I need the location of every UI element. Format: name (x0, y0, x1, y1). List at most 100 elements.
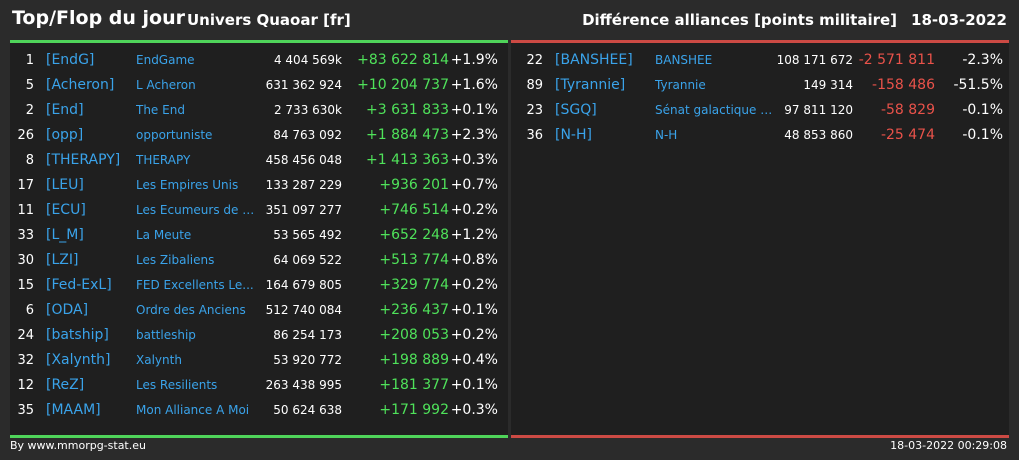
alliance-name-link[interactable]: La Meute (136, 228, 192, 242)
alliance-tag-link[interactable]: [N-H] (555, 127, 592, 143)
header-bar: Top/Flop du jour Univers Quaoar [fr] Dif… (0, 0, 1019, 40)
alliance-points-diff: -158 486 (872, 77, 935, 93)
alliance-tag-link[interactable]: [MAAM] (46, 402, 101, 418)
alliance-points-diff: -58 829 (880, 102, 935, 118)
flop-alliance-row: 22 [BANSHEE] BANSHEE 108 171 672 -2 571 811 -… (511, 48, 1009, 73)
alliance-points: 149 314 (803, 78, 853, 92)
alliance-points-diff: +746 514 (379, 202, 449, 218)
alliance-rank: 12 (17, 378, 34, 393)
alliance-points-diff: +652 248 (379, 227, 449, 243)
alliance-tag-link[interactable]: [LEU] (46, 177, 84, 193)
alliance-points-diff: +208 053 (379, 327, 449, 343)
top-alliance-row: 11 [ECU] Les Ecumeurs de G... 351 097 277 +7… (10, 198, 508, 223)
alliance-name-link[interactable]: Ordre des Anciens (136, 303, 246, 317)
alliance-rank: 11 (17, 203, 34, 218)
alliance-rank: 89 (526, 78, 543, 93)
alliance-points-diff: +171 992 (379, 402, 449, 418)
alliance-points: 53 920 772 (273, 353, 342, 367)
alliance-name-link[interactable]: EndGame (136, 53, 195, 67)
alliance-tag-link[interactable]: [Tyrannie] (555, 77, 626, 93)
alliance-tag-link[interactable]: [opp] (46, 127, 84, 143)
alliance-tag-link[interactable]: [batship] (46, 327, 109, 343)
alliance-name-link[interactable]: L Acheron (136, 78, 196, 92)
alliance-points: 84 763 092 (273, 128, 342, 142)
alliance-tag-link[interactable]: [ODA] (46, 302, 89, 318)
metric-label: Différence alliances [points militaire] (582, 11, 898, 29)
alliance-tag-link[interactable]: [BANSHEE] (555, 52, 633, 68)
top-alliance-row: 6 [ODA] Ordre des Anciens 512 740 084 +236 4… (10, 298, 508, 323)
source-credit: By www.mmorpg-stat.eu (10, 439, 146, 452)
alliance-percent-change: +0.2% (450, 327, 498, 343)
alliance-tag-link[interactable]: [THERAPY] (46, 152, 121, 168)
alliance-points: 512 740 084 (265, 303, 342, 317)
alliance-points: 53 565 492 (273, 228, 342, 242)
alliance-percent-change: +0.1% (450, 377, 498, 393)
alliance-rank: 17 (17, 178, 34, 193)
alliance-points: 64 069 522 (273, 253, 342, 267)
alliance-rank: 36 (526, 128, 543, 143)
alliance-percent-change: +0.7% (450, 177, 498, 193)
alliance-name-link[interactable]: Les Ecumeurs de G... (136, 203, 262, 217)
alliance-percent-change: +0.4% (450, 352, 498, 368)
alliance-rank: 6 (25, 303, 34, 318)
alliance-points-diff: +198 889 (379, 352, 449, 368)
alliance-percent-change: +0.8% (450, 252, 498, 268)
header-right: Différence alliances [points militaire] 1… (582, 11, 1007, 29)
top-losers-panel: 22 [BANSHEE] BANSHEE 108 171 672 -2 571 811 -… (511, 40, 1009, 438)
alliance-tag-link[interactable]: [EndG] (46, 52, 95, 68)
alliance-points: 50 624 638 (273, 403, 342, 417)
top-alliance-row: 17 [LEU] Les Empires Unis 133 287 229 +936 2… (10, 173, 508, 198)
top-alliance-row: 8 [THERAPY] THERAPY 458 456 048 +1 413 363 +0… (10, 148, 508, 173)
top-alliance-row: 35 [MAAM] Mon Alliance A Moi 50 624 638 +171… (10, 398, 508, 423)
alliance-rank: 2 (25, 103, 34, 118)
alliance-percent-change: -0.1% (962, 127, 1003, 143)
alliance-points-diff: +1 413 363 (366, 152, 449, 168)
alliance-name-link[interactable]: Les Zibaliens (136, 253, 215, 267)
page-title: Top/Flop du jour (12, 7, 185, 29)
top-alliance-row: 33 [L_M] La Meute 53 565 492 +652 248 +1.2% (10, 223, 508, 248)
top-gainers-panel: 1 [EndG] EndGame 4 404 569k +83 622 814 +1.9%… (10, 40, 508, 438)
alliance-rank: 8 (25, 153, 34, 168)
alliance-points: 2 733 630k (273, 103, 342, 117)
top-alliance-row: 15 [Fed-ExL] FED Excellents Le... 164 679 8… (10, 273, 508, 298)
alliance-name-link[interactable]: Mon Alliance A Moi (136, 403, 250, 417)
alliance-name-link[interactable]: THERAPY (136, 153, 191, 167)
alliance-name-link[interactable]: opportuniste (136, 128, 213, 142)
alliance-points: 133 287 229 (265, 178, 342, 192)
universe-label: Univers Quaoar [fr] (187, 11, 351, 29)
alliance-percent-change: -2.3% (962, 52, 1003, 68)
alliance-name-link[interactable]: FED Excellents Le... (136, 278, 254, 292)
alliance-points-diff: +3 631 833 (366, 102, 449, 118)
alliance-name-link[interactable]: Les Empires Unis (136, 178, 239, 192)
flop-alliance-row: 36 [N-H] N-H 48 853 860 -25 474 -0.1% (511, 123, 1009, 148)
alliance-tag-link[interactable]: [ReZ] (46, 377, 85, 393)
alliance-tag-link[interactable]: [LZI] (46, 252, 79, 268)
alliance-tag-link[interactable]: [Xalynth] (46, 352, 111, 368)
alliance-points: 631 362 924 (265, 78, 342, 92)
alliance-name-link[interactable]: Sénat galactique d... (655, 103, 773, 117)
alliance-tag-link[interactable]: [Fed-ExL] (46, 277, 112, 293)
alliance-points: 263 438 995 (265, 378, 342, 392)
alliance-name-link[interactable]: The End (136, 103, 185, 117)
alliance-points: 108 171 672 (776, 53, 853, 67)
alliance-tag-link[interactable]: [End] (46, 102, 84, 118)
alliance-name-link[interactable]: battleship (136, 328, 196, 342)
alliance-points: 86 254 173 (273, 328, 342, 342)
alliance-tag-link[interactable]: [ECU] (46, 202, 86, 218)
alliance-rank: 15 (17, 278, 34, 293)
alliance-name-link[interactable]: Xalynth (136, 353, 182, 367)
alliance-points-diff: -25 474 (880, 127, 935, 143)
alliance-percent-change: +1.6% (450, 77, 498, 93)
alliance-points: 4 404 569k (273, 53, 342, 67)
date-label: 18-03-2022 (911, 11, 1007, 29)
alliance-tag-link[interactable]: [SGQ] (555, 102, 597, 118)
alliance-name-link[interactable]: Tyrannie (655, 78, 706, 92)
alliance-rank: 35 (17, 403, 34, 418)
alliance-points-diff: +1 884 473 (366, 127, 449, 143)
alliance-tag-link[interactable]: [L_M] (46, 227, 84, 243)
alliance-tag-link[interactable]: [Acheron] (46, 77, 115, 93)
alliance-points: 351 097 277 (265, 203, 342, 217)
alliance-name-link[interactable]: Les Resilients (136, 378, 218, 392)
alliance-name-link[interactable]: BANSHEE (655, 53, 713, 67)
alliance-name-link[interactable]: N-H (655, 128, 678, 142)
